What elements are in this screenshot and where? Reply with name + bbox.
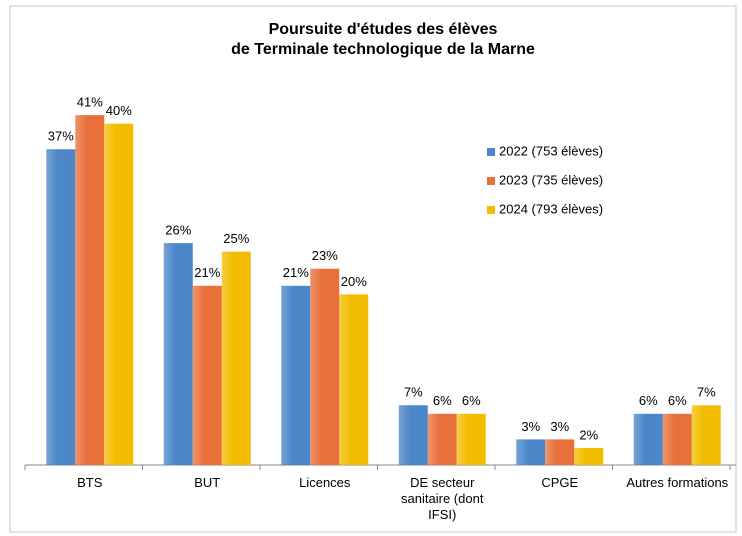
legend-label: 2024 (793 élèves) xyxy=(499,201,603,216)
bar xyxy=(310,268,340,465)
legend-swatch xyxy=(487,148,495,156)
data-label: 21% xyxy=(283,265,309,280)
data-label: 2% xyxy=(579,427,598,442)
x-tick-label: BUT xyxy=(194,475,221,490)
data-label: 21% xyxy=(194,265,220,280)
bar xyxy=(281,285,311,465)
bar xyxy=(163,243,193,465)
x-tick-label: Licences xyxy=(299,475,351,490)
data-label: 41% xyxy=(77,95,103,110)
bar xyxy=(574,447,604,465)
x-tick-label: DE secteur sanitaire (dont IFSI) xyxy=(401,475,484,522)
data-label: 6% xyxy=(433,393,452,408)
legend-swatch xyxy=(487,206,495,214)
data-label: 7% xyxy=(404,385,423,400)
data-label: 3% xyxy=(521,419,540,434)
x-tick-label: Autres formations xyxy=(626,475,729,490)
bar xyxy=(691,405,721,465)
data-label: 40% xyxy=(106,103,132,118)
bar xyxy=(633,413,663,465)
data-label: 6% xyxy=(668,393,687,408)
legend-label: 2022 (753 élèves) xyxy=(499,143,603,158)
chart-title: de Terminale technologique de la Marne xyxy=(231,41,535,58)
data-label: 6% xyxy=(639,393,658,408)
bar xyxy=(427,413,457,465)
bar xyxy=(46,149,76,465)
bar xyxy=(75,115,105,465)
data-label: 25% xyxy=(223,231,249,246)
data-label: 26% xyxy=(165,223,191,238)
bar xyxy=(456,413,486,465)
bar xyxy=(104,123,134,466)
legend-swatch xyxy=(487,177,495,185)
data-label: 37% xyxy=(48,129,74,144)
data-label: 23% xyxy=(312,248,338,263)
bar xyxy=(662,413,692,465)
data-label: 3% xyxy=(550,419,569,434)
bar xyxy=(339,294,369,465)
bar xyxy=(192,285,222,465)
x-tick-label: BTS xyxy=(77,475,103,490)
data-label: 20% xyxy=(341,274,367,289)
bar xyxy=(545,439,575,465)
legend-label: 2023 (735 élèves) xyxy=(499,172,603,187)
data-label: 7% xyxy=(697,385,716,400)
bar xyxy=(398,405,428,465)
data-label: 6% xyxy=(462,393,481,408)
bar xyxy=(221,251,251,465)
bar xyxy=(516,439,546,465)
chart-title: Poursuite d'études des élèves xyxy=(269,21,498,38)
x-tick-label: CPGE xyxy=(541,475,579,490)
